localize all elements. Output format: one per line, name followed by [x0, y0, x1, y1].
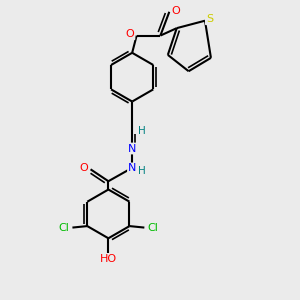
- Text: O: O: [126, 29, 134, 39]
- Text: H: H: [138, 166, 146, 176]
- Text: HO: HO: [100, 254, 117, 264]
- Text: S: S: [206, 14, 213, 24]
- Text: H: H: [138, 126, 146, 136]
- Text: O: O: [172, 6, 180, 16]
- Text: O: O: [80, 163, 88, 173]
- Text: Cl: Cl: [58, 223, 69, 232]
- Text: Cl: Cl: [148, 223, 159, 232]
- Text: N: N: [128, 164, 136, 173]
- Text: N: N: [128, 143, 136, 154]
